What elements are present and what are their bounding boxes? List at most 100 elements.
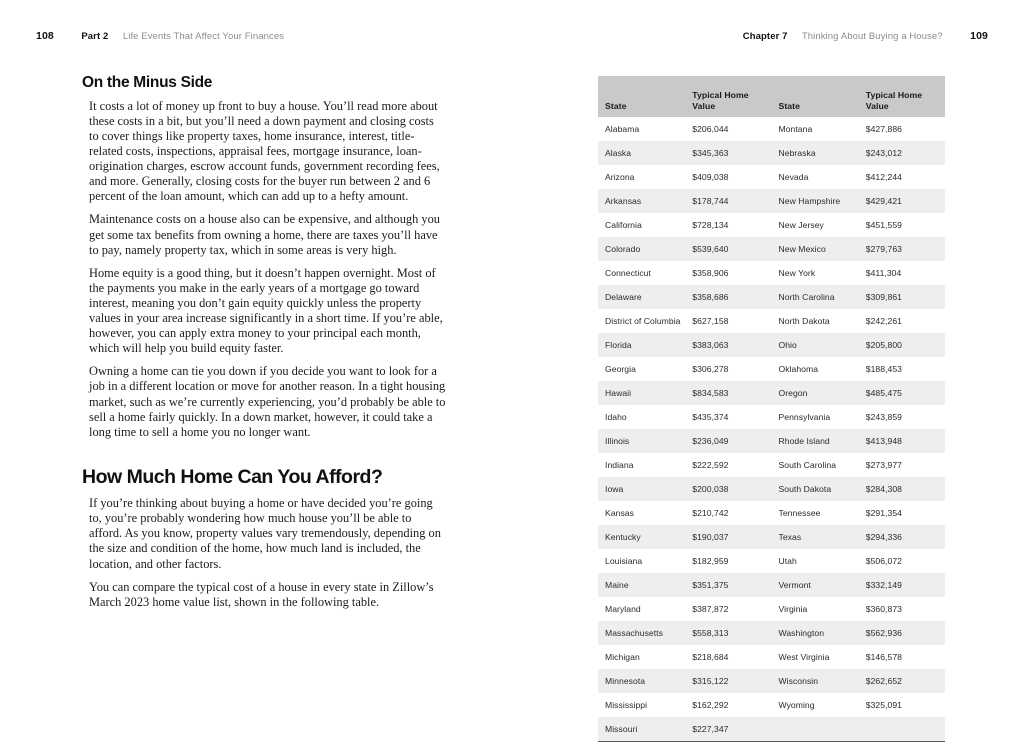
cell-value-1: $190,037 [685,525,772,549]
cell-value-1: $358,906 [692,268,729,278]
cell-state-1: Kentucky [598,525,686,549]
cell-state-1: Arkansas [598,189,686,213]
cell-state-2: Pennsylvania [778,412,831,422]
cell-value-2: $429,421 [858,189,945,213]
section-heading-how-much-home: How Much Home Can You Afford? [82,465,383,488]
cell-value-1: $558,313 [685,621,772,645]
cell-state-1: Iowa [598,477,686,501]
cell-state-2: Tennessee [778,508,821,518]
table-row: Georgia $306,278 Oklahoma $188,453 [598,357,945,381]
cell-value-1: $834,583 [685,381,772,405]
cell-state-1: Maine [598,573,686,597]
cell-value-2: $325,091 [865,700,902,710]
chapter-label: Chapter 7 [742,31,788,42]
paragraph: Home equity is a good thing, but it does… [89,265,443,356]
column-header-value-1: Typical Home Value [685,76,772,117]
table-row: Missouri $227,347 [598,717,945,742]
cell-value-2: $205,800 [858,333,945,357]
cell-value-2: $243,859 [865,412,902,422]
home-values-table-wrapper: State Typical Home Value State Typical H… [598,76,945,742]
cell-value-1: $387,872 [692,604,729,614]
cell-state-1: Maryland [605,604,641,614]
cell-value-2: $188,453 [865,364,902,374]
paragraph: Owning a home can tie you down if you de… [89,364,446,439]
section-heading-minus-side: On the Minus Side [82,74,213,91]
cell-value-1: $200,038 [685,477,772,501]
cell-value-2: $427,886 [865,124,902,134]
cell-value-2: $294,336 [858,525,945,549]
cell-value-2: $506,072 [865,556,902,566]
left-text-column: On the Minus Side It costs a lot of mone… [82,74,446,610]
cell-value-1: $222,592 [692,460,729,470]
cell-value-2: $360,873 [865,604,902,614]
cell-state-1: California [605,220,642,230]
cell-value-2: $411,304 [865,268,902,278]
table-row: Colorado $539,640 New Mexico $279,763 [598,237,945,261]
cell-state-1: Delaware [598,285,686,309]
table-row: Maryland $387,872 Virginia $360,873 [598,597,945,621]
table-row: Kansas $210,742 Tennessee $291,354 [598,501,945,525]
cell-state-1: Alabama [605,124,640,134]
cell-state-2: New Hampshire [771,189,859,213]
paragraph: You can compare the typical cost of a ho… [89,579,434,609]
cell-value-1: $435,374 [692,412,729,422]
cell-value-1: $206,044 [692,124,729,134]
cell-state-2: Utah [778,556,797,566]
table-row: Maine $351,375 Vermont $332,149 [598,573,945,597]
table-row: Arizona $409,038 Nevada $412,244 [598,165,945,189]
cell-state-2: Vermont [771,573,859,597]
table-row: Connecticut $358,906 New York $411,304 [598,261,945,285]
cell-state-2: Nebraska [771,141,859,165]
page-number-right: 109 [970,30,988,42]
table-row: Massachusetts $558,313 Washington $562,936 [598,621,945,645]
cell-state-2: Virginia [778,604,808,614]
cell-value-1: $345,363 [685,141,772,165]
running-head-right: Chapter 7 Thinking About Buying a House?… [743,30,988,42]
cell-value-2: $284,308 [858,477,945,501]
cell-state-2: Oregon [771,381,859,405]
table-row: District of Columbia $627,158 North Dakota… [598,309,945,333]
cell-state-2: North Carolina [771,285,859,309]
cell-value-1: $409,038 [692,172,729,182]
cell-value-1: $210,742 [692,508,729,518]
cell-value-2: $262,652 [858,669,945,693]
cell-state-1: District of Columbia [605,316,681,326]
cell-state-2: Montana [778,124,813,134]
table-row: Alabama $206,044 Montana $427,886 [598,117,945,141]
cell-state-2 [771,717,859,742]
cell-state-2: Oklahoma [778,364,819,374]
table-row: Florida $383,063 Ohio $205,800 [598,333,945,357]
cell-value-1: $218,684 [692,652,729,662]
cell-value-1: $178,744 [685,189,772,213]
table-body: Alabama $206,044 Montana $427,886 Alaska $345… [598,117,945,742]
cell-value-1: $728,134 [692,220,729,230]
cell-value-1: $539,640 [685,237,772,261]
cell-state-2: New Jersey [778,220,824,230]
cell-state-1: Alaska [598,141,686,165]
table-row: Hawaii $834,583 Oregon $485,475 [598,381,945,405]
table-row: Alaska $345,363 Nebraska $243,012 [598,141,945,165]
cell-state-2: Rhode Island [771,429,859,453]
cell-state-2: North Dakota [778,316,830,326]
cell-state-1: Massachusetts [598,621,686,645]
cell-state-1: Mississippi [605,700,648,710]
table-row: Mississippi $162,292 Wyoming $325,091 [598,693,945,717]
cell-state-2: Ohio [771,333,859,357]
table-row: Minnesota $315,122 Wisconsin $262,652 [598,669,945,693]
cell-state-2: Wyoming [778,700,815,710]
cell-value-1: $315,122 [685,669,772,693]
cell-value-2: $412,244 [865,172,902,182]
cell-value-2: $413,948 [858,429,945,453]
cell-value-2: $243,012 [858,141,945,165]
cell-value-2: $242,261 [865,316,902,326]
paragraph: If you’re thinking about buying a home o… [89,496,441,571]
column-header-state-1: State [598,76,686,117]
page-number-left: 108 [36,30,54,42]
cell-state-1: Florida [598,333,686,357]
cell-value-2: $309,861 [858,285,945,309]
cell-value-1: $383,063 [685,333,772,357]
cell-state-2: Wisconsin [771,669,859,693]
cell-state-2: New York [778,268,816,278]
cell-value-2: $485,475 [858,381,945,405]
cell-value-2: $291,354 [865,508,902,518]
